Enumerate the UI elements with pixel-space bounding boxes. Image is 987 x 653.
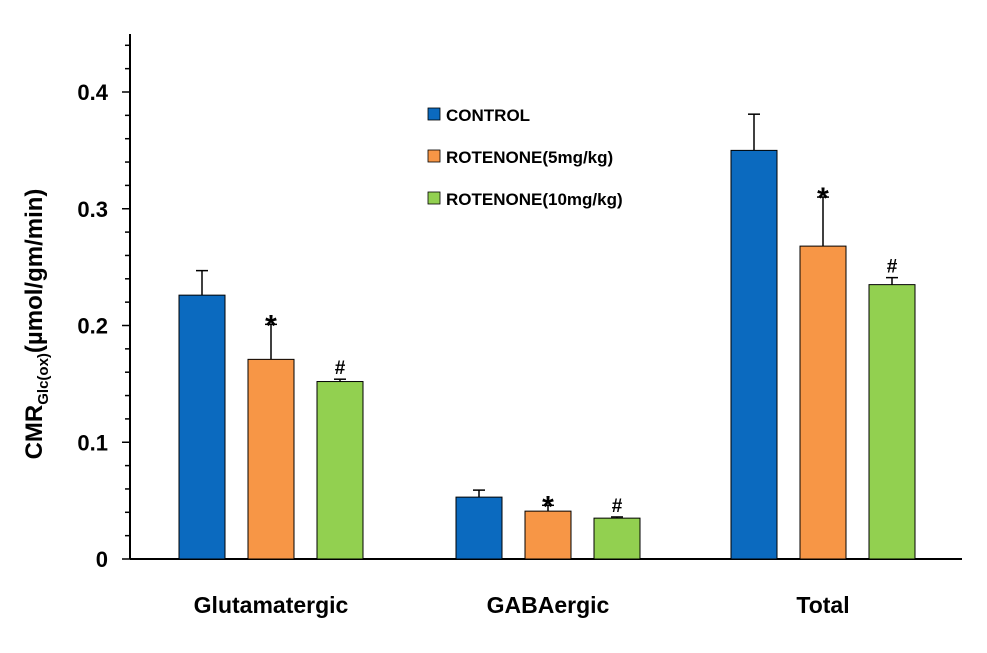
svg-text:CMRGlc(ox)(µmol/gm/min): CMRGlc(ox)(µmol/gm/min): [21, 189, 52, 460]
legend-swatch: [427, 107, 441, 121]
legend-swatch: [427, 191, 441, 205]
bar: [178, 294, 226, 560]
significance-marker: *: [265, 309, 277, 342]
category-labels: Glutamatergic GABAergic Total: [194, 592, 850, 618]
significance-marker: #: [612, 496, 623, 517]
significance-marker: *: [817, 182, 829, 215]
bar: [799, 245, 847, 560]
legend-label: CONTROL: [446, 106, 530, 125]
y-tick-label: 0.1: [77, 430, 108, 455]
bar: [524, 510, 572, 560]
y-axis-title: CMRGlc(ox)(µmol/gm/min): [21, 189, 52, 460]
y-tick-label: 0.4: [77, 80, 108, 105]
y-axis-title-main: CMR: [21, 405, 48, 460]
legend: CONTROL ROTENONE(5mg/kg) ROTENONE(10mg/kg): [427, 106, 623, 209]
bar: [593, 517, 641, 560]
x-category-label: Glutamatergic: [194, 592, 349, 618]
bar: [730, 149, 778, 560]
legend-label: ROTENONE(10mg/kg): [446, 190, 623, 209]
y-tick-label: 0: [96, 547, 108, 572]
y-tick-label: 0.2: [77, 314, 108, 339]
bar: [247, 358, 295, 560]
bar: [868, 284, 916, 560]
y-axis-title-subscript: Glc(ox): [35, 353, 52, 405]
significance-marker: #: [887, 257, 898, 278]
y-axis-title-units: (µmol/gm/min): [21, 189, 48, 353]
bar: [316, 381, 364, 560]
significance-marker: #: [335, 358, 346, 379]
legend-swatch: [427, 149, 441, 163]
bars: * # * # * #: [178, 113, 916, 560]
significance-marker: *: [542, 490, 554, 523]
x-category-label: GABAergic: [487, 592, 610, 618]
x-category-label: Total: [796, 592, 849, 618]
bar: [455, 496, 503, 560]
legend-label: ROTENONE(5mg/kg): [446, 148, 613, 167]
y-tick-label: 0.3: [77, 197, 108, 222]
